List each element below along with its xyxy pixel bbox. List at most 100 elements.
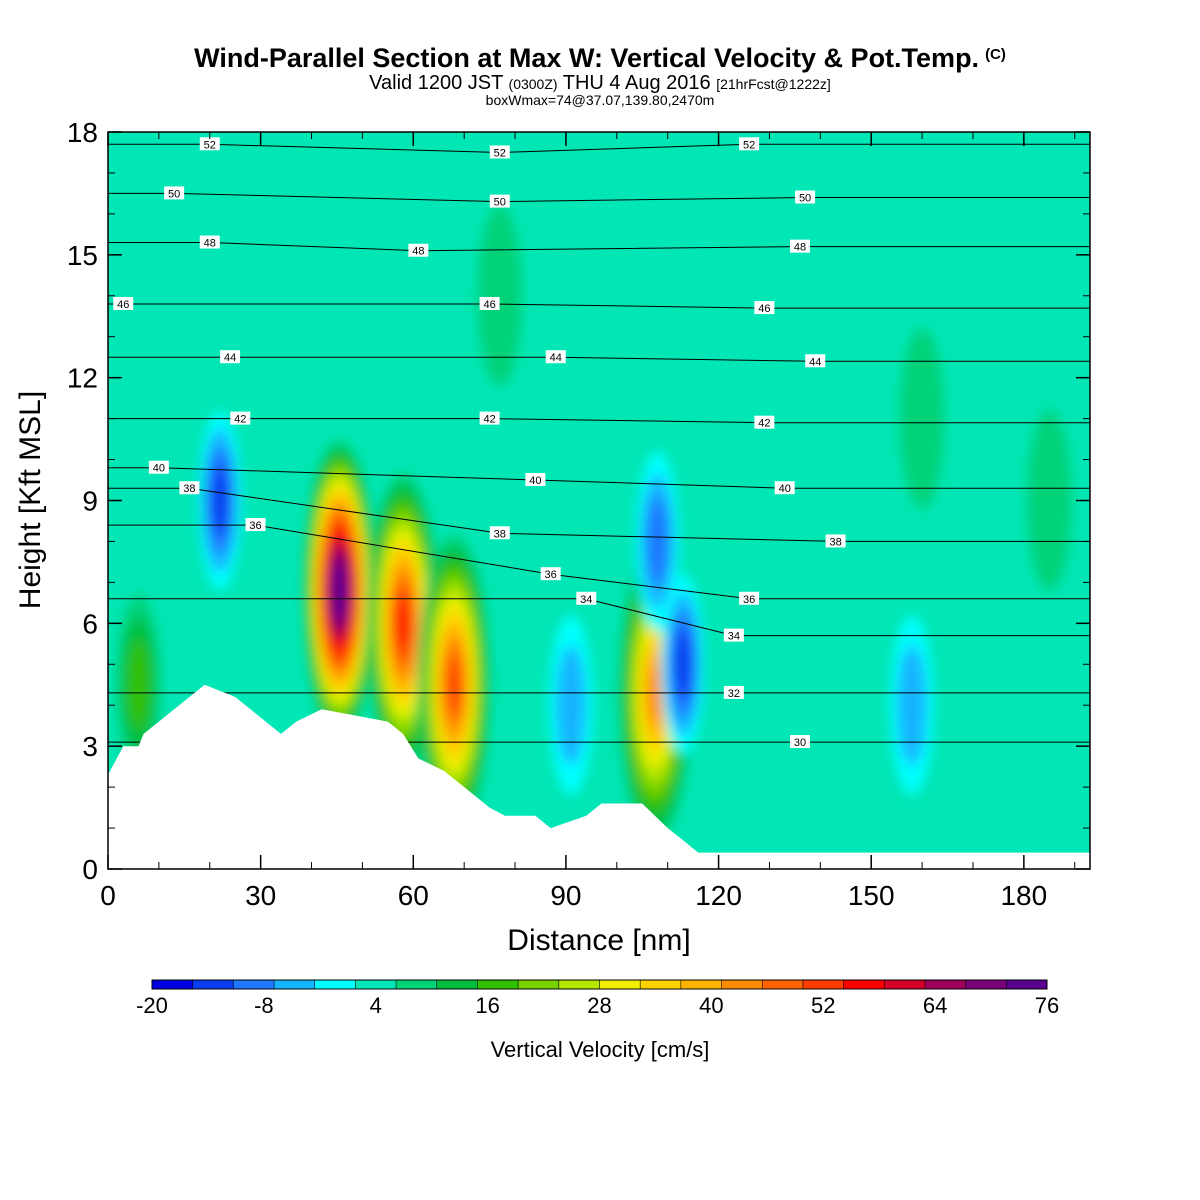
theta-label-box bbox=[805, 354, 826, 368]
colorbar-label: Vertical Velocity [cm/s] bbox=[491, 1037, 710, 1062]
velocity-feature bbox=[1027, 410, 1072, 591]
theta-label: 48 bbox=[794, 242, 806, 254]
theta-label-box bbox=[545, 350, 566, 364]
theta-label: 52 bbox=[743, 139, 755, 151]
theta-label: 42 bbox=[758, 418, 770, 430]
theta-label-box bbox=[489, 145, 510, 159]
theta-label-box bbox=[220, 350, 241, 364]
theta-label-box bbox=[723, 685, 744, 699]
colorbar-tick-label: 4 bbox=[370, 993, 382, 1018]
theta-label: 52 bbox=[494, 147, 506, 159]
velocity-contour bbox=[646, 496, 669, 587]
theta-label: 40 bbox=[153, 463, 165, 475]
colorbar-swatch bbox=[1006, 980, 1048, 989]
theta-label: 52 bbox=[204, 139, 216, 151]
velocity-feature bbox=[477, 205, 522, 386]
theta-contour-line bbox=[108, 598, 1090, 637]
y-tick-label: 15 bbox=[67, 240, 98, 271]
colorbar-tick-label: 52 bbox=[811, 993, 835, 1018]
theta-label: 30 bbox=[794, 737, 806, 749]
theta-label: 42 bbox=[483, 414, 495, 426]
velocity-feature bbox=[303, 440, 376, 741]
theta-label-box bbox=[795, 190, 816, 204]
theta-label: 46 bbox=[117, 299, 129, 311]
theta-label-box bbox=[789, 239, 810, 253]
theta-label-box bbox=[489, 194, 510, 208]
velocity-contour bbox=[897, 645, 927, 766]
colorbar-swatch bbox=[924, 980, 967, 989]
theta-label-box bbox=[525, 473, 546, 487]
theta-label-box bbox=[479, 296, 500, 310]
theta-label-box bbox=[723, 628, 744, 642]
theta-label-box bbox=[199, 137, 220, 151]
theta-label: 40 bbox=[529, 475, 541, 487]
theta-label: 50 bbox=[168, 188, 180, 200]
chart-title-text: Wind-Parallel Section at Max W: Vertical… bbox=[194, 43, 980, 73]
y-tick-label: 3 bbox=[82, 731, 98, 762]
y-tick-label: 0 bbox=[82, 854, 98, 885]
theta-label: 44 bbox=[224, 352, 236, 364]
theta-label-box bbox=[230, 411, 251, 425]
velocity-contour bbox=[127, 639, 150, 730]
velocity-contour bbox=[1027, 410, 1072, 591]
colorbar-swatch bbox=[233, 980, 275, 989]
theta-label: 38 bbox=[494, 528, 506, 540]
theta-label: 44 bbox=[550, 352, 562, 364]
theta-label-box bbox=[739, 137, 760, 151]
theta-label: 48 bbox=[412, 246, 424, 258]
theta-label: 48 bbox=[204, 238, 216, 250]
theta-label-box bbox=[489, 526, 510, 540]
colorbar-swatch bbox=[599, 980, 641, 989]
theta-label-box bbox=[789, 735, 810, 749]
x-tick-label: 0 bbox=[100, 880, 116, 911]
x-tick-label: 180 bbox=[1000, 880, 1047, 911]
theta-label: 46 bbox=[483, 299, 495, 311]
colorbar-swatch bbox=[640, 980, 682, 989]
colorbar-tick-label: 16 bbox=[475, 993, 499, 1018]
theta-label-box bbox=[739, 591, 760, 605]
theta-label: 34 bbox=[728, 631, 740, 643]
x-tick-label: 90 bbox=[550, 880, 581, 911]
theta-label: 50 bbox=[494, 197, 506, 209]
valid-prefix: Valid 1200 JST bbox=[369, 72, 503, 94]
velocity-feature bbox=[660, 574, 705, 755]
colorbar-swatch bbox=[843, 980, 885, 989]
colorbar-swatch bbox=[721, 980, 763, 989]
colorbar-swatch bbox=[965, 980, 1007, 989]
colorbar: -20 -8 4 16 28 40 52 64 76 bbox=[136, 979, 1059, 1018]
plot-area: 52 52 52 50 50 50 48 48 48 46 46 46 44 44 44 42 42 42 40 40… bbox=[108, 132, 1090, 869]
colorbar-tick-label: 28 bbox=[587, 993, 611, 1018]
velocity-feature bbox=[889, 615, 934, 796]
colorbar-tick-label: -20 bbox=[136, 993, 168, 1018]
x-tick-label: 30 bbox=[245, 880, 276, 911]
colorbar-swatch bbox=[884, 980, 926, 989]
velocity-field bbox=[116, 205, 1072, 843]
theta-contour-labels: 52 52 52 50 50 50 48 48 48 46 46 46 44 44 44 42 42 42 40 40… bbox=[113, 137, 846, 749]
velocity-feature bbox=[197, 410, 242, 591]
colorbar-tick-label: 40 bbox=[699, 993, 723, 1018]
x-tick-label: 150 bbox=[848, 880, 895, 911]
colorbar-swatch bbox=[558, 980, 600, 989]
colorbar-swatch bbox=[314, 980, 356, 989]
theta-label-box bbox=[754, 301, 775, 315]
colorbar-swatch bbox=[762, 980, 804, 989]
theta-label-box bbox=[179, 481, 200, 495]
theta-label-box bbox=[148, 460, 169, 474]
velocity-feature bbox=[417, 534, 490, 835]
velocity-contour bbox=[674, 628, 692, 701]
theta-label: 32 bbox=[728, 688, 740, 700]
theta-label: 46 bbox=[758, 303, 770, 315]
theta-label: 38 bbox=[829, 536, 841, 548]
valid-time-line: Valid 1200 JST (0300Z) THU 4 Aug 2016 [2… bbox=[0, 72, 1200, 95]
velocity-contour bbox=[900, 328, 945, 509]
copyright-mark: (C) bbox=[985, 46, 1006, 63]
velocity-contour bbox=[335, 574, 344, 607]
colorbar-swatch bbox=[518, 980, 560, 989]
theta-label-box bbox=[164, 186, 185, 200]
theta-label: 38 bbox=[183, 483, 195, 495]
theta-label: 36 bbox=[249, 520, 261, 532]
terrain bbox=[108, 684, 1090, 869]
theta-label: 34 bbox=[580, 594, 592, 606]
